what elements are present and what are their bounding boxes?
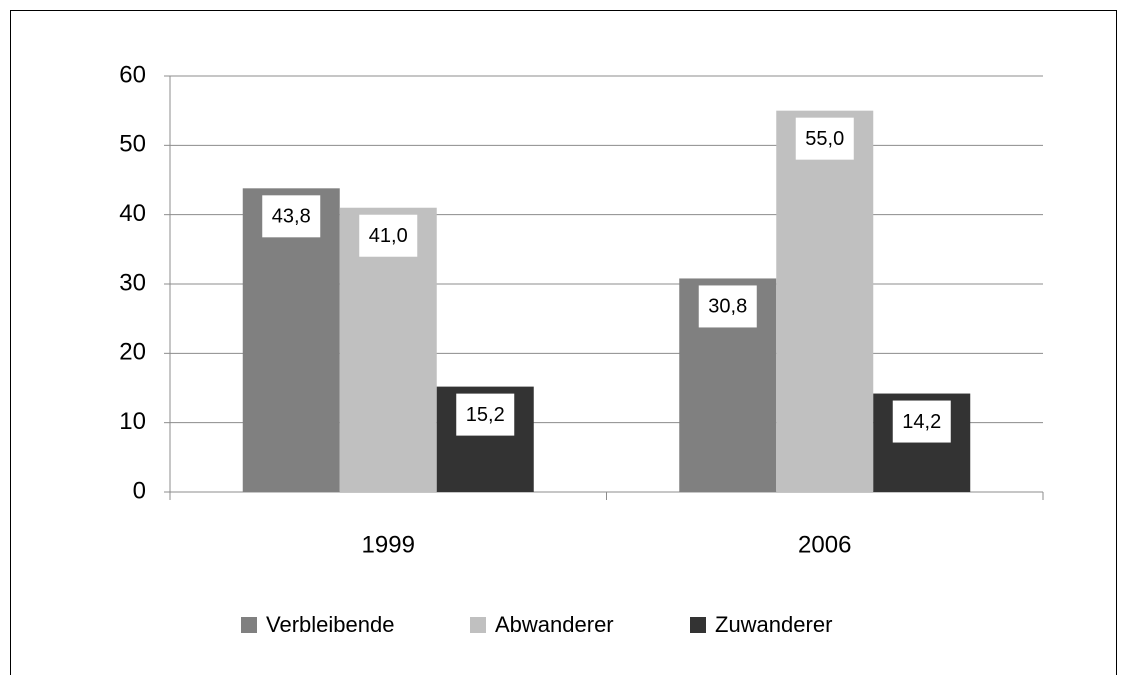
data-label: 41,0 xyxy=(369,225,408,247)
data-label: 30,8 xyxy=(708,296,747,318)
data-label-box xyxy=(795,117,854,160)
legend-label: Zuwanderer xyxy=(715,612,832,637)
legend-label: Verbleibende xyxy=(266,612,394,637)
data-label-box xyxy=(892,400,951,443)
y-tick-label: 30 xyxy=(119,269,146,296)
y-tick-label: 20 xyxy=(119,339,146,366)
y-tick-label: 40 xyxy=(119,200,146,227)
data-label: 15,2 xyxy=(466,404,505,426)
chart-border xyxy=(10,10,1117,675)
y-tick-label: 50 xyxy=(119,131,146,158)
legend-swatch xyxy=(470,617,486,633)
legend-swatch xyxy=(241,617,257,633)
data-label-box xyxy=(359,214,418,257)
data-label-box xyxy=(456,393,515,436)
legend-label: Abwanderer xyxy=(495,612,614,637)
data-label: 14,2 xyxy=(902,411,941,433)
y-tick-label: 10 xyxy=(119,408,146,435)
bar xyxy=(776,110,874,493)
y-tick-label: 0 xyxy=(133,477,146,504)
data-label-box xyxy=(698,285,757,328)
x-tick-label: 2006 xyxy=(798,531,851,558)
x-tick-label: 1999 xyxy=(362,531,415,558)
legend-swatch xyxy=(690,617,706,633)
data-label: 55,0 xyxy=(805,128,844,150)
data-label-box xyxy=(262,195,321,238)
y-tick-label: 60 xyxy=(119,61,146,88)
bar xyxy=(242,188,340,492)
data-label: 43,8 xyxy=(272,206,311,228)
